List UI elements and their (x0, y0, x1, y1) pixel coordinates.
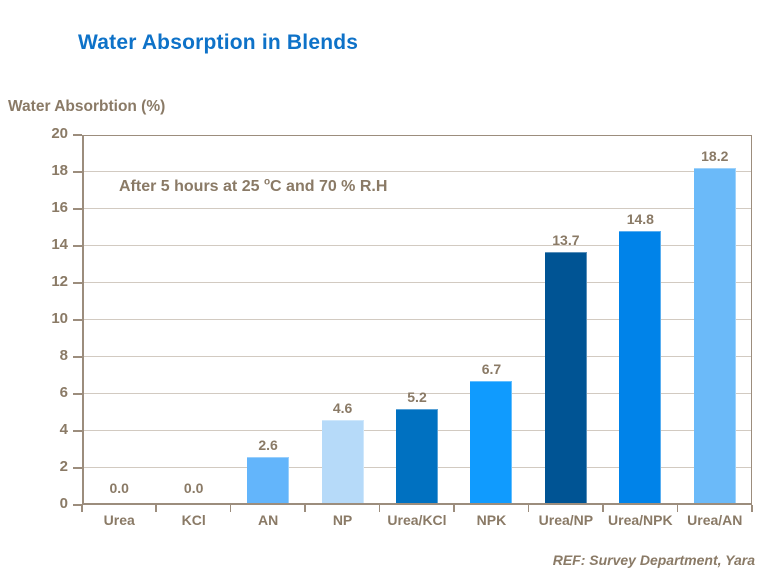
bar-value-label: 0.0 (183, 480, 204, 496)
y-tick-label: 8 (59, 347, 68, 364)
y-tick-label: 16 (51, 199, 68, 216)
bar-urea-kcl (396, 408, 438, 503)
y-tick-label: 20 (51, 125, 68, 142)
gridline (84, 356, 751, 357)
bar-value-label: 4.6 (332, 399, 353, 416)
y-axis-tick-mark (73, 467, 82, 469)
x-axis-tick-mark (751, 505, 753, 512)
x-axis-tick-mark (527, 505, 530, 512)
x-axis-tick-mark (676, 505, 679, 512)
y-tick-label: 0 (59, 495, 68, 512)
y-tick-label: 6 (59, 384, 68, 401)
annotation-text-suffix: C and 70 % R.H (270, 178, 388, 195)
x-axis-tick-mark (602, 505, 604, 512)
y-axis-tick-mark (73, 282, 82, 284)
bar-urea-npk (619, 231, 662, 503)
y-axis-tick-mark (73, 430, 82, 432)
y-axis-tick-mark (73, 208, 82, 210)
y-tick-label: 18 (51, 162, 68, 179)
y-axis-tick-mark (73, 171, 82, 173)
annotation-text-prefix: After 5 hours at 25 (119, 178, 264, 195)
y-axis-tick-mark (73, 134, 82, 136)
annotation-superscript-degree: o (263, 176, 271, 188)
y-axis-title: Water Absorbtion (%) (8, 98, 166, 115)
reference-text: REF: Survey Department, Yara (552, 552, 755, 568)
y-axis-tick-mark (73, 356, 82, 358)
x-category-label: Urea/AN (687, 512, 743, 528)
x-axis-tick-mark (378, 505, 381, 512)
x-category-label: Urea/KCl (387, 512, 447, 528)
y-axis-tick-mark (73, 245, 82, 247)
y-axis-tick-mark (73, 504, 82, 506)
bar-urea-np (544, 251, 587, 503)
x-category-label: Urea/NPK (608, 512, 673, 528)
x-category-label: AN (257, 512, 279, 528)
gridline (84, 319, 751, 320)
x-axis-tick-mark (229, 505, 232, 512)
annotation-conditions: After 5 hours at 25 oC and 70 % R.H (119, 176, 388, 196)
bar-value-label: 5.2 (407, 388, 427, 405)
chart-title: Water Absorption in Blends (78, 31, 359, 54)
gridline (84, 245, 751, 246)
x-axis-tick-mark (155, 505, 157, 512)
bar-value-label: 2.6 (258, 436, 278, 453)
bar-value-label: 13.7 (552, 231, 580, 248)
gridline (84, 393, 751, 394)
x-category-label: NP (332, 512, 353, 528)
gridline (84, 282, 751, 283)
bar-value-label: 6.7 (481, 361, 502, 378)
gridline (84, 171, 751, 172)
y-axis-tick-mark (73, 319, 82, 321)
y-axis-tick-mark (73, 393, 82, 395)
bar-an (247, 456, 290, 503)
bar-value-label: 18.2 (701, 148, 729, 165)
y-tick-label: 2 (59, 458, 68, 475)
x-axis-tick-mark (81, 505, 83, 512)
bar-value-label: 0.0 (109, 480, 129, 496)
x-category-label: NPK (476, 512, 507, 528)
x-category-label: Urea (103, 512, 135, 528)
x-category-label: KCl (181, 512, 206, 528)
x-axis-tick-mark (453, 505, 455, 512)
y-tick-label: 14 (51, 236, 68, 253)
bar-np (321, 419, 364, 503)
bar-urea-an (693, 168, 736, 503)
y-tick-label: 12 (51, 273, 68, 290)
x-axis-tick-mark (304, 505, 306, 512)
bar-value-label: 14.8 (626, 211, 654, 228)
y-tick-label: 10 (51, 310, 68, 327)
x-category-label: Urea/NP (538, 512, 594, 528)
bar-npk (470, 381, 513, 503)
y-tick-label: 4 (59, 421, 68, 438)
gridline (84, 208, 751, 209)
